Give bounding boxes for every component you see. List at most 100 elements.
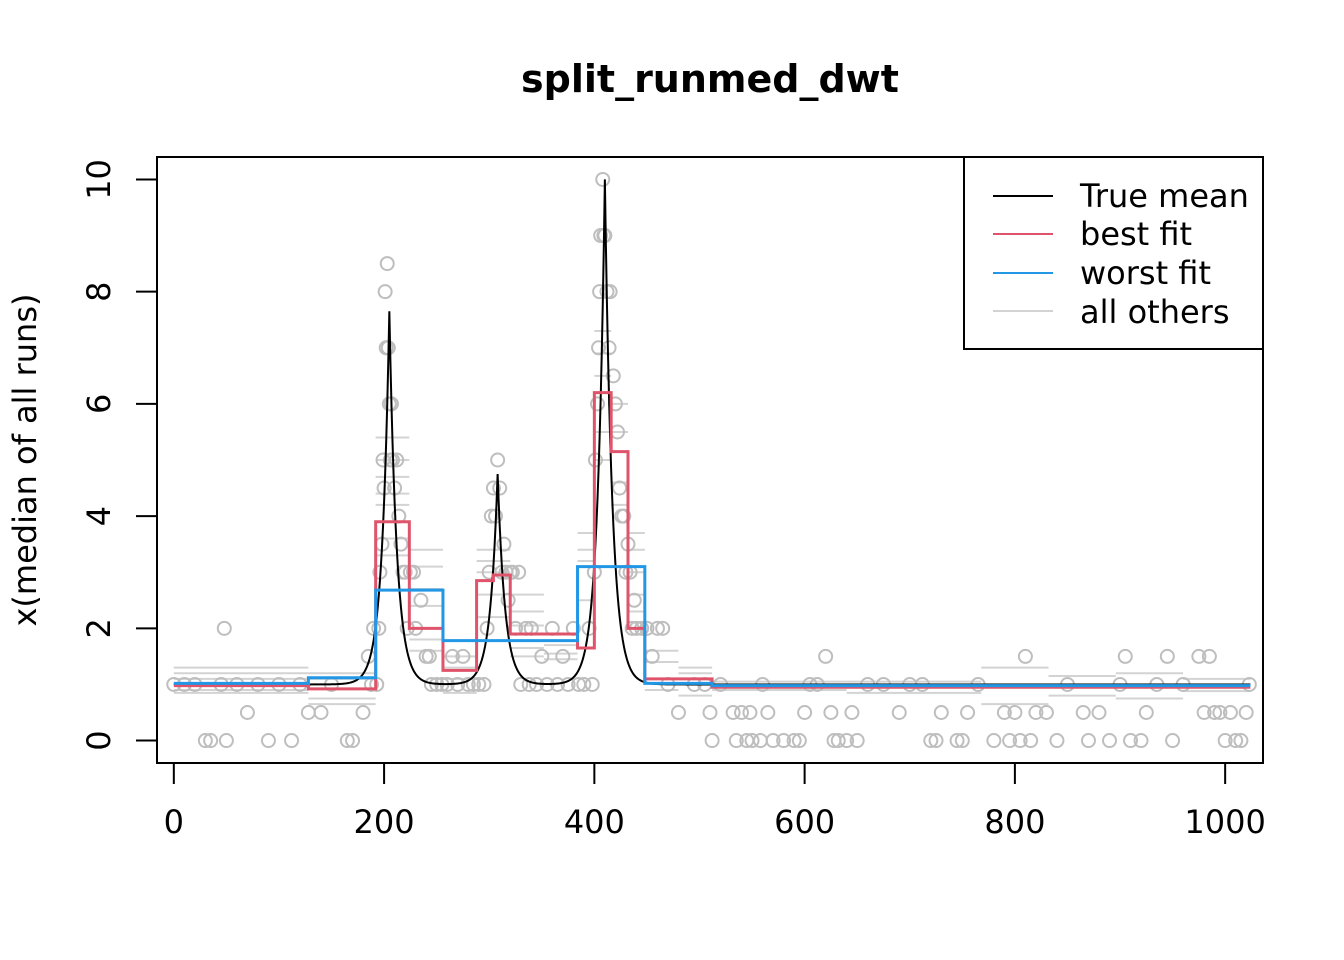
data-point	[496, 536, 512, 552]
data-point	[1023, 733, 1039, 749]
data-point	[1207, 705, 1223, 720]
data-point	[521, 676, 537, 692]
data-point	[591, 340, 607, 356]
x-tick-label: 800	[984, 803, 1045, 841]
data-point	[492, 480, 508, 496]
data-point	[891, 705, 907, 720]
data-point	[339, 733, 355, 749]
data-point	[595, 171, 611, 187]
data-point	[844, 705, 860, 720]
data-point	[655, 620, 671, 636]
x-tick-label: 1000	[1184, 803, 1265, 841]
data-point	[923, 733, 939, 749]
best-fit-line	[173, 391, 1251, 691]
best-fit-series	[173, 391, 1251, 691]
data-point	[500, 592, 516, 608]
data-point	[555, 648, 571, 664]
data-point	[839, 733, 855, 749]
data-point	[960, 705, 976, 720]
data-point	[379, 256, 395, 272]
legend-label-worst-fit: worst fit	[1080, 254, 1211, 292]
data-point	[216, 620, 232, 636]
data-point	[511, 564, 527, 580]
data-point	[605, 368, 621, 384]
y-axis-label: x(median of all runs)	[6, 294, 44, 627]
data-point	[996, 705, 1012, 720]
data-point	[513, 676, 529, 692]
data-point	[1102, 733, 1118, 749]
data-point	[823, 705, 839, 720]
data-point	[1217, 733, 1233, 749]
x-tick-label: 200	[354, 803, 415, 841]
data-point	[1165, 733, 1181, 749]
data-point	[744, 733, 760, 749]
y-tick-label: 10	[80, 159, 118, 200]
data-point	[933, 705, 949, 720]
data-point	[590, 396, 606, 412]
data-point	[1028, 705, 1044, 720]
data-point	[485, 480, 501, 496]
data-point	[1196, 705, 1212, 720]
data-point	[670, 705, 686, 720]
legend: True mean best fit worst fit all others	[963, 156, 1264, 350]
data-point	[1138, 705, 1154, 720]
data-point	[490, 452, 506, 468]
data-point	[1075, 705, 1091, 720]
y-tick-label: 2	[80, 618, 118, 638]
data-point	[616, 508, 632, 524]
data-point	[377, 284, 393, 300]
data-point	[786, 733, 802, 749]
data-point	[534, 648, 550, 664]
data-point	[355, 705, 371, 720]
data-point	[1159, 648, 1175, 664]
data-point	[460, 676, 476, 692]
data-point	[702, 705, 718, 720]
chart-title: split_runmed_dwt	[521, 57, 899, 101]
data-point	[476, 676, 492, 692]
others-series	[173, 329, 1251, 706]
x-axis: 0 200 400 600 800 1000	[164, 762, 1266, 841]
data-point	[406, 564, 422, 580]
y-tick-label: 4	[80, 506, 118, 526]
data-point	[1049, 733, 1065, 749]
legend-label-best-fit: best fit	[1080, 215, 1192, 253]
data-point	[644, 648, 660, 664]
x-tick-label: 0	[164, 803, 184, 841]
data-point	[1201, 648, 1217, 664]
data-point	[849, 733, 865, 749]
data-point	[752, 733, 768, 749]
x-tick-label: 400	[564, 803, 625, 841]
data-point	[1133, 733, 1149, 749]
legend-label-true-mean: True mean	[1079, 177, 1249, 215]
data-point	[313, 705, 329, 720]
legend-box	[963, 156, 1264, 350]
data-point	[260, 733, 276, 749]
data-point	[728, 733, 744, 749]
data-point	[455, 648, 471, 664]
data-point	[760, 705, 776, 720]
data-point	[284, 733, 300, 749]
data-point	[649, 620, 665, 636]
data-point	[218, 733, 234, 749]
data-point	[560, 676, 576, 692]
data-point	[776, 733, 792, 749]
data-point	[791, 733, 807, 749]
worst-fit-series	[173, 565, 1251, 688]
data-point	[1233, 733, 1249, 749]
data-point	[1091, 705, 1107, 720]
data-point	[1080, 733, 1096, 749]
data-point	[765, 733, 781, 749]
data-point	[239, 705, 255, 720]
data-point	[444, 648, 460, 664]
worst-fit-line	[173, 565, 1251, 688]
data-point	[1038, 705, 1054, 720]
data-point	[1002, 733, 1018, 749]
data-point	[1222, 705, 1238, 720]
data-point	[197, 733, 213, 749]
data-point	[371, 620, 387, 636]
data-point	[393, 536, 409, 552]
data-point	[584, 676, 600, 692]
data-point	[830, 733, 846, 749]
